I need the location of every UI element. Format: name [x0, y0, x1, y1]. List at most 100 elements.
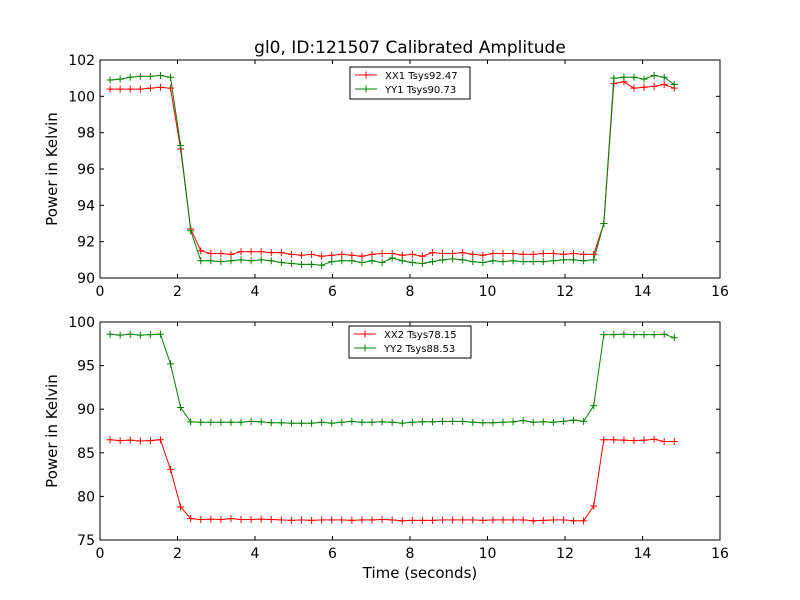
- data-point-marker: [670, 81, 678, 89]
- data-point-marker: [630, 84, 638, 92]
- top-subplot: 0 2 4 6 8 10 12 14 16 90 92 94 96 98 100 102 Power in Ke…: [43, 53, 729, 300]
- data-point-marker: [136, 72, 144, 80]
- data-point-marker: [610, 331, 618, 339]
- data-point-marker: [116, 331, 124, 339]
- data-point-marker: [489, 257, 497, 265]
- legend-swatch-marker: [362, 71, 370, 79]
- data-point-marker: [620, 73, 628, 81]
- data-point-marker: [106, 330, 114, 338]
- y-axis-label: Power in Kelvin: [43, 112, 61, 226]
- data-point-marker: [529, 250, 537, 258]
- y-tick-label: 102: [68, 53, 95, 69]
- data-point-marker: [277, 419, 285, 427]
- data-point-marker: [459, 417, 467, 425]
- data-point-marker: [418, 252, 426, 260]
- data-point-marker: [499, 249, 507, 257]
- data-point-marker: [600, 331, 608, 339]
- data-point-marker: [549, 249, 557, 257]
- y-tick-label: 85: [77, 446, 95, 462]
- data-point-marker: [650, 331, 658, 339]
- data-point-marker: [298, 251, 305, 259]
- data-point-marker: [449, 417, 457, 425]
- data-point-marker: [106, 85, 114, 93]
- data-point-marker: [469, 418, 477, 426]
- data-point-marker: [348, 257, 356, 265]
- data-point-marker: [428, 249, 436, 257]
- data-point-marker: [408, 516, 416, 524]
- x-tick-label: 16: [711, 546, 729, 562]
- y-tick-label: 95: [77, 359, 95, 375]
- data-point-marker: [499, 516, 507, 524]
- data-point-marker: [459, 249, 467, 257]
- data-point-marker: [177, 141, 185, 149]
- data-point-marker: [227, 250, 235, 258]
- data-point-marker: [308, 516, 316, 524]
- data-point-marker: [620, 330, 628, 338]
- data-point-marker: [408, 418, 416, 426]
- data-point-marker: [479, 251, 487, 259]
- data-point-marker: [136, 85, 144, 93]
- data-point-marker: [378, 249, 386, 257]
- data-point-marker: [267, 257, 275, 265]
- data-point-marker: [116, 85, 124, 93]
- data-point-marker: [509, 516, 517, 524]
- data-point-marker: [640, 75, 648, 83]
- data-point-marker: [549, 257, 557, 265]
- data-point-marker: [177, 403, 185, 411]
- data-point-marker: [509, 249, 517, 257]
- data-point-marker: [308, 419, 316, 427]
- data-point-marker: [570, 416, 578, 424]
- data-point-marker: [580, 417, 588, 425]
- data-point-marker: [529, 258, 537, 266]
- data-point-marker: [207, 249, 215, 257]
- data-point-marker: [358, 252, 366, 260]
- data-point-marker: [116, 437, 124, 445]
- data-point-marker: [539, 516, 547, 524]
- data-point-marker: [519, 250, 527, 258]
- data-point-marker: [499, 258, 507, 266]
- data-point-marker: [650, 71, 658, 79]
- data-point-marker: [277, 249, 285, 257]
- series-yy2-tsys88-53: [106, 330, 678, 427]
- data-point-marker: [559, 516, 567, 524]
- data-point-marker: [257, 248, 265, 256]
- data-point-marker: [509, 418, 517, 426]
- data-point-marker: [398, 257, 406, 265]
- data-point-marker: [559, 417, 567, 425]
- data-point-marker: [126, 73, 134, 81]
- data-point-marker: [287, 516, 295, 524]
- data-point-marker: [549, 418, 557, 426]
- figure-title: gl0, ID:121507 Calibrated Amplitude: [254, 38, 566, 58]
- data-point-marker: [106, 436, 114, 444]
- data-point-marker: [227, 418, 235, 426]
- data-point-marker: [187, 515, 195, 523]
- data-point-marker: [207, 418, 215, 426]
- data-point-marker: [580, 257, 588, 265]
- data-point-marker: [660, 81, 668, 89]
- data-point-marker: [388, 254, 396, 262]
- data-point-marker: [660, 73, 668, 81]
- bottom-subplot: 0 2 4 6 8 10 12 14 16 75 80 85 90 95 100 Power in Kelvi…: [43, 315, 729, 582]
- legend-box: [348, 325, 472, 359]
- data-point-marker: [277, 259, 285, 267]
- data-point-marker: [308, 250, 316, 258]
- data-point-marker: [277, 516, 285, 524]
- data-point-marker: [388, 418, 396, 426]
- data-point-marker: [610, 74, 618, 82]
- x-tick-label: 10: [479, 284, 497, 300]
- data-point-marker: [106, 76, 114, 84]
- data-point-marker: [136, 331, 144, 339]
- data-point-marker: [439, 249, 447, 257]
- data-point-marker: [257, 418, 265, 426]
- data-point-marker: [590, 402, 598, 410]
- data-point-marker: [328, 419, 336, 427]
- data-point-marker: [408, 259, 416, 267]
- data-point-marker: [378, 418, 386, 426]
- data-point-marker: [378, 259, 386, 267]
- y-tick-label: 100: [68, 89, 95, 105]
- y-tick-label: 98: [77, 126, 95, 142]
- data-point-marker: [247, 257, 255, 265]
- data-point-marker: [650, 82, 658, 90]
- data-point-marker: [489, 419, 497, 427]
- data-point-marker: [267, 249, 275, 257]
